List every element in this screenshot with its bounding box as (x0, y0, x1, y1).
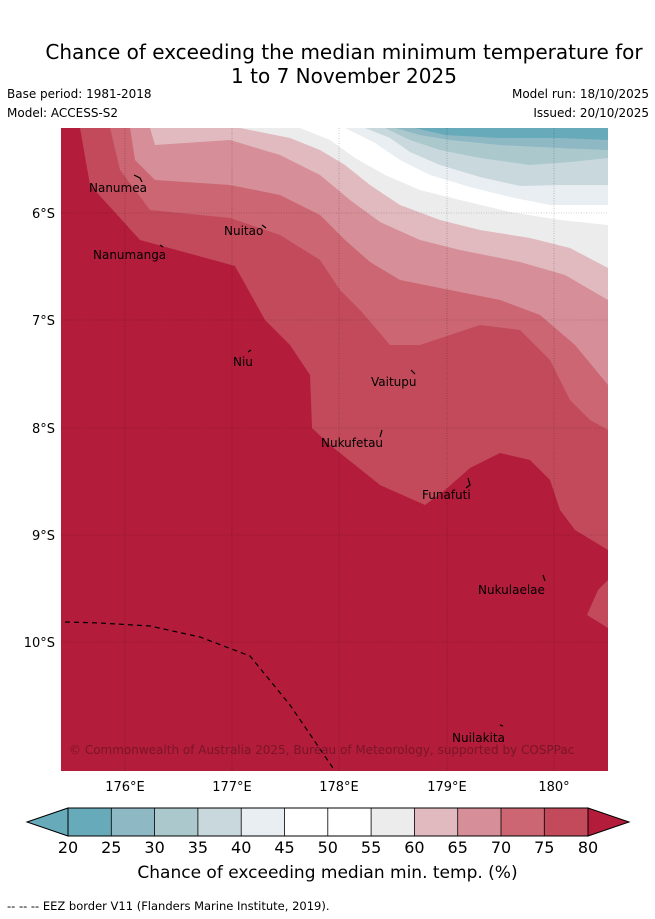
lon-label-180: 180° (538, 780, 569, 795)
band-20 (415, 128, 608, 140)
forecast-map: Nanumea Nuitao Nanumanga Niu Vaitupu Nuk… (24, 128, 608, 795)
cb-tick-60: 60 (404, 838, 424, 857)
colorbar-cell-40 (241, 808, 285, 836)
place-nanumanga: Nanumanga (93, 248, 166, 262)
eez-border (64, 621, 336, 771)
copyright-notice: © Commonwealth of Australia 2025, Bureau… (69, 743, 574, 757)
patch-75-edge (587, 580, 608, 628)
colorbar-cell-35 (197, 808, 242, 836)
place-nukufetau: Nukufetau (321, 436, 383, 450)
place-nuilakita: Nuilakita (452, 731, 505, 745)
colorbar-over-arrow (587, 807, 631, 837)
colorbar-under-arrow (25, 807, 69, 837)
lat-label-7s: 7°S (32, 314, 55, 329)
lat-label-6s: 6°S (32, 207, 55, 222)
place-nuitao: Nuitao (224, 224, 263, 238)
place-funafuti: Funafuti (422, 488, 471, 502)
cb-tick-45: 45 (274, 838, 294, 857)
colorbar-cell-50 (327, 808, 372, 836)
graticule (61, 128, 608, 771)
cb-tick-25: 25 (101, 838, 121, 857)
colorbar-cell-25 (111, 808, 155, 836)
cb-tick-40: 40 (231, 838, 251, 857)
place-niu: Niu (233, 355, 253, 369)
cb-tick-80: 80 (578, 838, 598, 857)
lon-label-176: 176°E (105, 780, 145, 795)
lon-label-178: 178°E (319, 780, 359, 795)
map-title: Chance of exceeding the median minimum t… (0, 40, 655, 88)
cb-tick-30: 30 (144, 838, 164, 857)
cb-tick-55: 55 (361, 838, 381, 857)
cb-tick-70: 70 (491, 838, 511, 857)
place-labels: Nanumea Nuitao Nanumanga Niu Vaitupu Nuk… (89, 181, 545, 745)
colorbar-ticks: 20 25 30 35 40 45 50 55 60 65 70 75 80 (58, 838, 598, 857)
island-shapes (133, 174, 546, 727)
colorbar-cell-70 (501, 808, 545, 836)
place-nanumea: Nanumea (89, 181, 147, 195)
model-name: Model: ACCESS-S2 (7, 106, 119, 120)
lon-label-177: 177°E (212, 780, 252, 795)
model-run: Model run: 18/10/2025 (511, 87, 649, 101)
lat-label-9s: 9°S (32, 529, 55, 544)
cb-tick-50: 50 (318, 838, 338, 857)
lon-label-179: 179°E (427, 780, 467, 795)
place-vaitupu: Vaitupu (371, 375, 417, 389)
patch-75 (477, 367, 518, 402)
cb-tick-20: 20 (58, 838, 78, 857)
lat-label-10s: 10°S (24, 636, 55, 651)
colorbar-label: Chance of exceeding median min. temp. (%… (137, 863, 518, 883)
colorbar-cell-65 (457, 808, 501, 836)
title-line-2: 1 to 7 November 2025 (231, 64, 457, 88)
colorbar-cell-60 (414, 808, 458, 836)
title-line-1: Chance of exceeding the median minimum t… (45, 40, 643, 64)
issued-date: Issued: 20/10/2025 (533, 106, 649, 120)
base-period: Base period: 1981-2018 (7, 87, 152, 101)
colorbar: 20 25 30 35 40 45 50 55 60 65 70 75 80 (25, 807, 631, 857)
cb-tick-75: 75 (534, 838, 554, 857)
colorbar-cell-75 (544, 808, 588, 836)
colorbar-frame (67, 807, 589, 837)
lon-axis-labels: 176°E 177°E 178°E 179°E 180° (105, 780, 569, 795)
cb-tick-65: 65 (448, 838, 468, 857)
lat-axis-labels: 6°S 7°S 8°S 9°S 10°S (24, 207, 55, 651)
place-nukulaelae: Nukulaelae (478, 583, 545, 597)
lat-label-8s: 8°S (32, 422, 55, 437)
cb-tick-35: 35 (188, 838, 208, 857)
eez-legend-footer: -- -- -- EEZ border V11 (Flanders Marine… (7, 899, 330, 913)
colorbar-cell-45 (284, 808, 328, 836)
colorbar-cell-30 (154, 808, 198, 836)
colorbar-cell-20 (68, 808, 112, 836)
colorbar-cell-55 (371, 808, 415, 836)
